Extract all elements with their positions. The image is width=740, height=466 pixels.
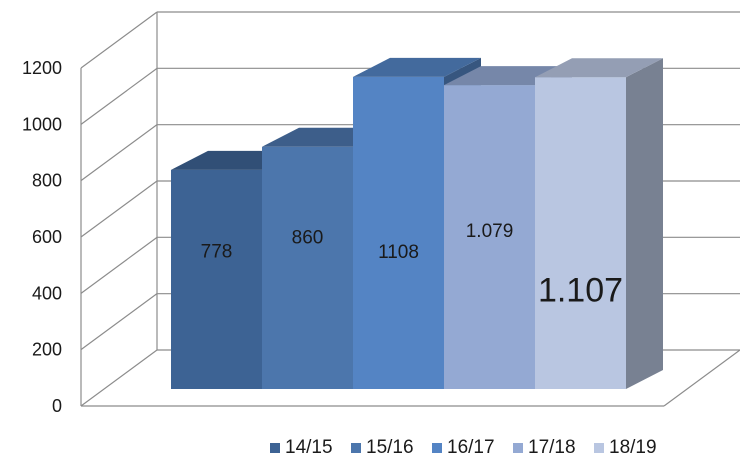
bars-layer (171, 57, 663, 390)
y-tick-label: 0 (52, 396, 62, 416)
bar-top (535, 58, 663, 78)
legend: 14/15 15/16 16/17 17/18 18/19 (270, 437, 657, 458)
data-label: 778 (201, 242, 233, 263)
legend-item: 16/17 (432, 437, 495, 458)
legend-label: 17/18 (528, 437, 576, 458)
y-tick-label: 600 (32, 227, 62, 247)
legend-swatch (594, 443, 604, 453)
legend-item: 15/16 (351, 437, 414, 458)
bar-front (171, 169, 262, 389)
bar-side (626, 58, 663, 389)
legend-label: 14/15 (285, 437, 333, 458)
bar-18-19 (535, 58, 663, 389)
gridline-side (80, 349, 158, 407)
bar-front (353, 76, 444, 389)
legend-item: 14/15 (270, 437, 333, 458)
legend-swatch (351, 443, 361, 453)
gridline-side (80, 180, 158, 238)
legend-label: 16/17 (447, 437, 495, 458)
bar-front (444, 85, 535, 389)
legend-swatch (432, 443, 442, 453)
data-label: 1108 (378, 242, 419, 263)
floor-right-edge (663, 349, 740, 407)
gridline-side (80, 11, 158, 69)
data-label: 1.107 (538, 272, 623, 310)
legend-item: 17/18 (513, 437, 576, 458)
data-labels: 778 860 1108 1.079 1.107 (201, 221, 623, 310)
gridline-side (80, 124, 158, 182)
legend-swatch (513, 443, 523, 453)
legend-label: 18/19 (609, 437, 657, 458)
legend-label: 15/16 (366, 437, 414, 458)
y-axis-ticks: 0 200 400 600 800 1000 1200 (22, 58, 62, 416)
y-tick-label: 200 (32, 340, 62, 360)
bar-top (353, 57, 481, 77)
data-label: 1.079 (466, 221, 514, 242)
y-tick-label: 1000 (22, 114, 62, 134)
legend-item: 18/19 (594, 437, 657, 458)
gridline-side (80, 67, 158, 125)
bar-front (535, 77, 626, 389)
y-tick-label: 1200 (22, 58, 62, 78)
bar-front (262, 146, 353, 389)
y-tick-label: 400 (32, 283, 62, 303)
gridline-side (80, 236, 158, 294)
legend-swatch (270, 443, 280, 453)
y-tick-label: 800 (32, 171, 62, 191)
gridline-side (80, 293, 158, 351)
data-label: 860 (292, 228, 324, 249)
